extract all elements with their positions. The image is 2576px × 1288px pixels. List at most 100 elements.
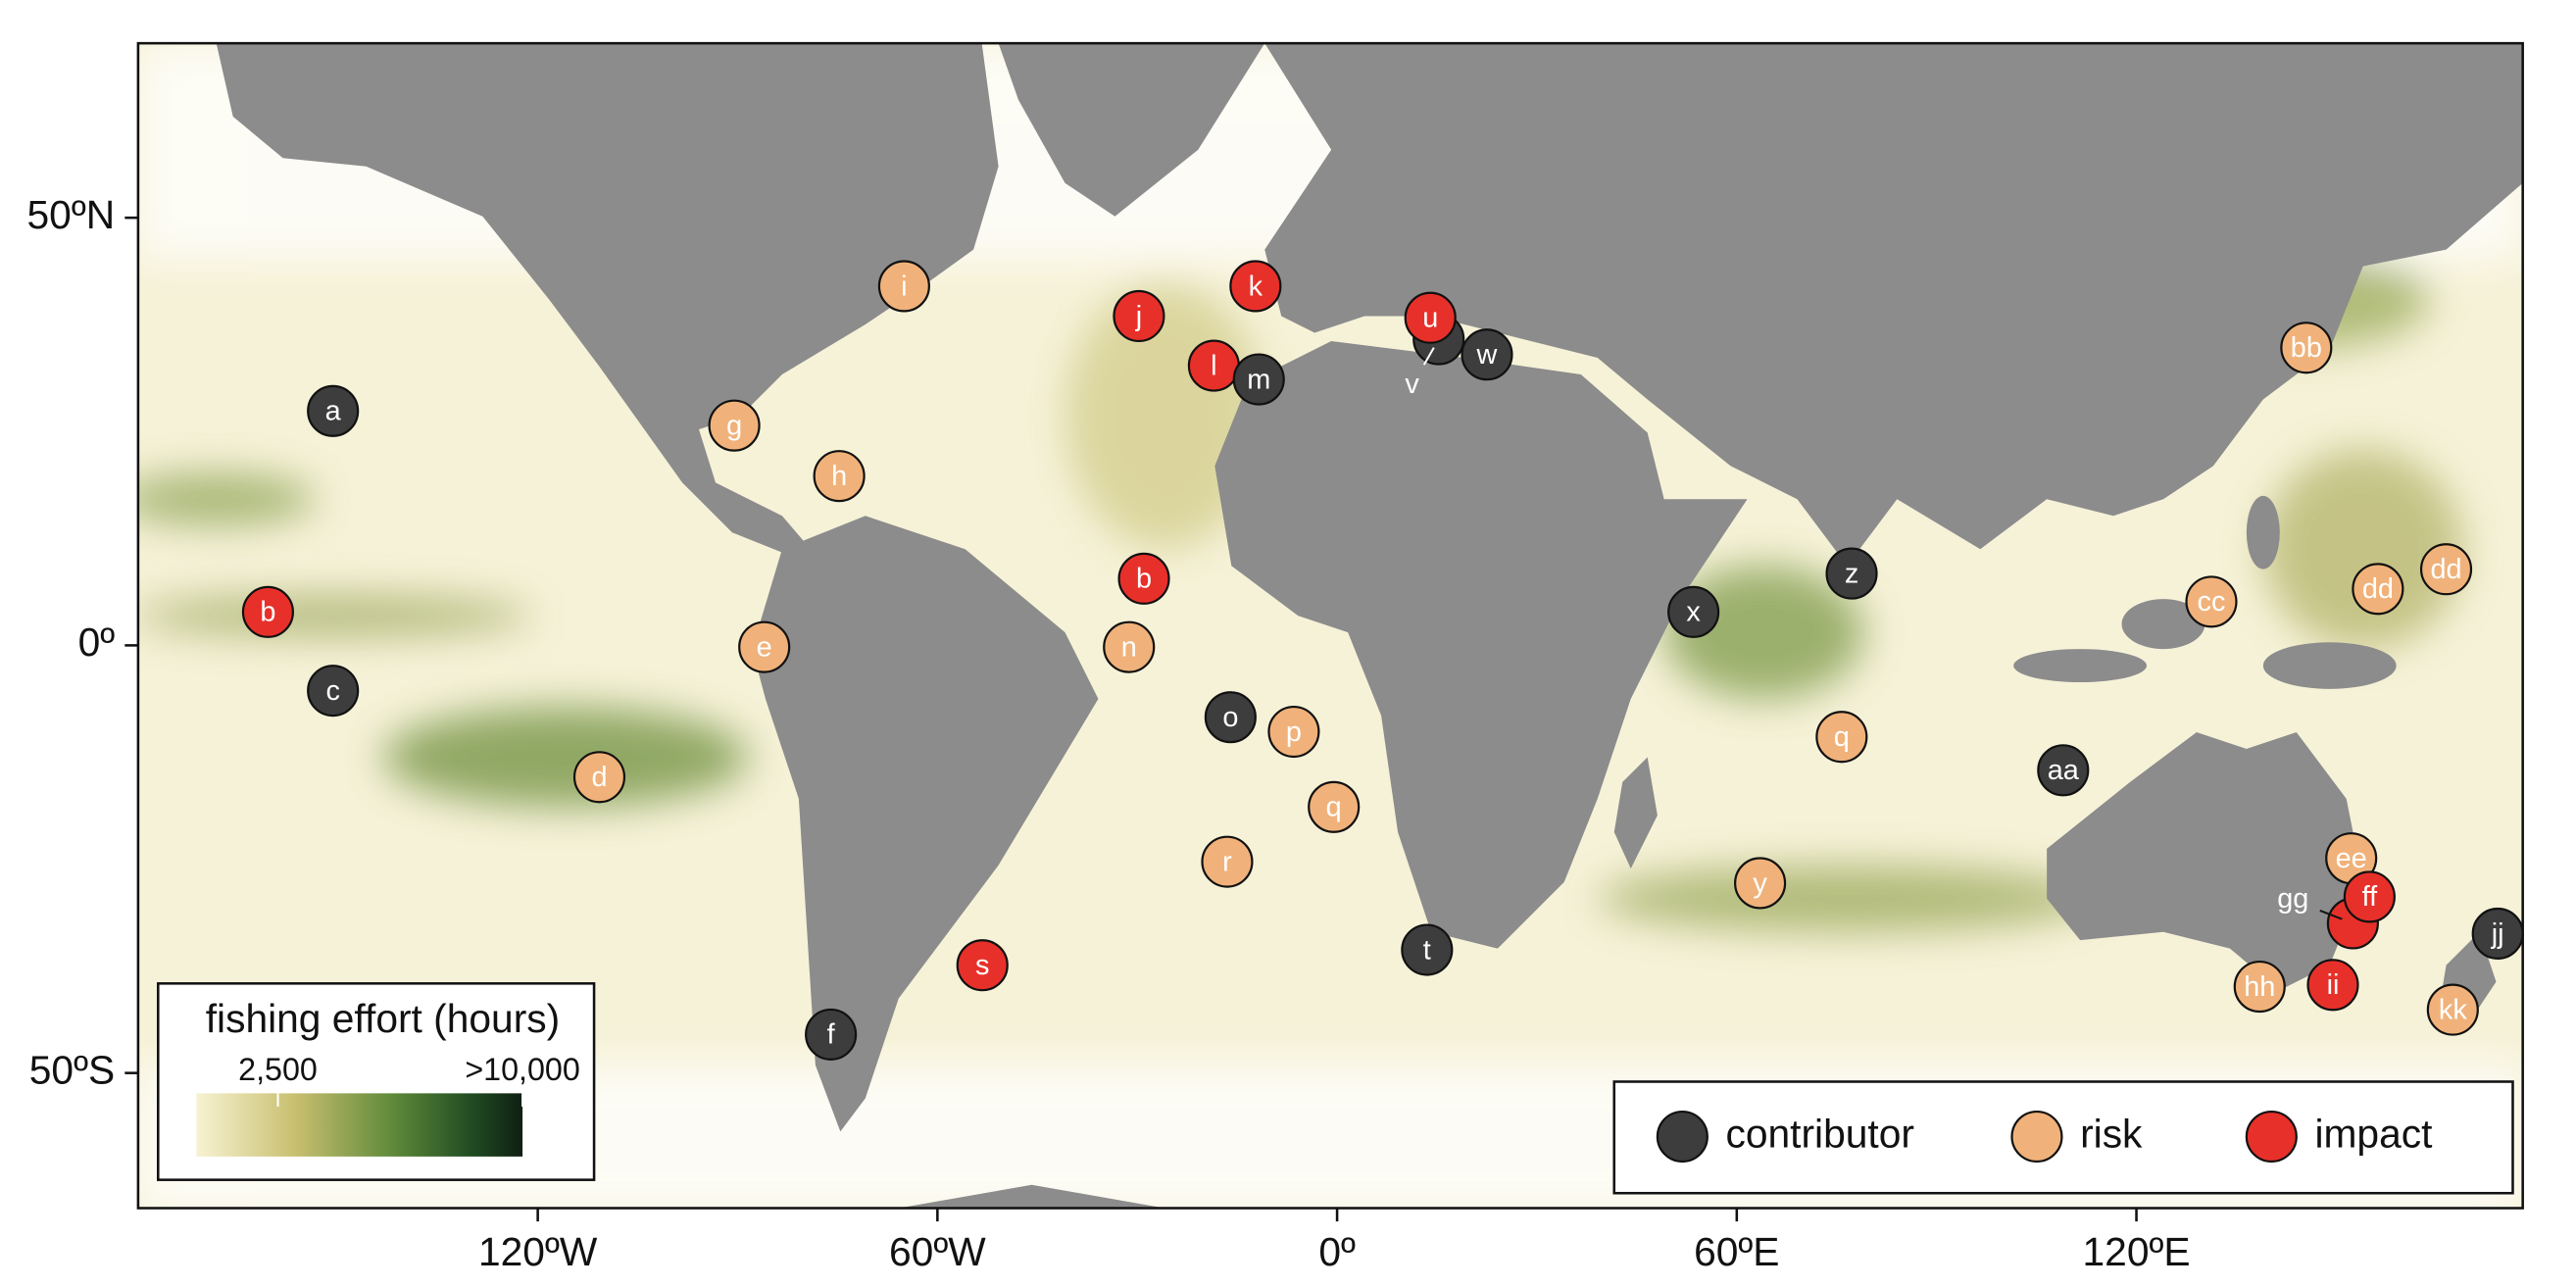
legend-label: contributor: [1725, 1111, 1913, 1156]
axes: 120ºW 60ºW 0º 60ºE 120ºE 50ºN 0º 50ºS: [27, 192, 2191, 1274]
marker: [2343, 870, 2396, 923]
marker-label: gg: [2277, 883, 2308, 915]
marker-label: t: [1423, 934, 1431, 966]
legend-entries: contributor risk impact: [1656, 1110, 2433, 1164]
marker: [1117, 552, 1170, 605]
marker: [1461, 328, 1513, 381]
marker: [813, 450, 866, 503]
marker-label: k: [1249, 271, 1263, 302]
marker-label: w: [1476, 339, 1498, 371]
marker-label: aa: [2048, 755, 2080, 786]
marker-label: f: [827, 1019, 836, 1051]
marker: [1267, 705, 1320, 759]
colorbar-legend: fishing effort (hours) 2,500 >10,000: [157, 982, 596, 1181]
marker-label: kk: [2439, 994, 2467, 1025]
colorbar: [196, 1093, 523, 1157]
land: [216, 43, 2523, 1209]
marker: [241, 585, 294, 638]
marker: [1232, 353, 1285, 406]
marker-label: b: [1136, 564, 1152, 595]
label-arrow: [1422, 347, 1435, 366]
marker: [2280, 322, 2333, 374]
marker-label: c: [325, 675, 339, 707]
y-tick-label: 50ºN: [27, 192, 116, 237]
marker-label: ii: [2327, 969, 2340, 1001]
marker: [307, 384, 360, 437]
marker: [1308, 780, 1361, 833]
marker: [1815, 711, 1868, 764]
markers: a b c d e f g h i j k l m b n o p q r s t v u w x y z q aa bb cc dd dd ee…: [241, 260, 2524, 1061]
colorbar-title: fishing effort (hours): [206, 996, 561, 1041]
marker: [1103, 620, 1156, 673]
marker: [708, 399, 761, 452]
marker-label: z: [1845, 558, 1858, 589]
marker: [307, 665, 360, 718]
marker: [2037, 744, 2090, 797]
marker-label: dd: [2430, 554, 2461, 585]
legend-label: risk: [2080, 1111, 2143, 1156]
marker-label: u: [1422, 303, 1438, 334]
marker: [1113, 289, 1165, 343]
y-tick-label: 0º: [78, 619, 116, 665]
marker-label: d: [591, 762, 607, 793]
marker: [2185, 575, 2238, 628]
marker: [1667, 585, 1720, 638]
marker-label: ee: [2336, 843, 2367, 874]
colorbar-ticks: 2,500 >10,000: [238, 1052, 580, 1107]
marker-label: y: [1753, 867, 1767, 899]
marker-label: v: [1405, 369, 1419, 400]
legend-label: impact: [2314, 1111, 2433, 1156]
marker-label: m: [1247, 364, 1270, 395]
marker-label: q: [1326, 792, 1342, 823]
marker-label: b: [260, 597, 275, 628]
marker: [572, 751, 626, 804]
legend-swatch: [2245, 1110, 2298, 1164]
marker-label: i: [901, 271, 907, 302]
legend-swatch: [1656, 1110, 1709, 1164]
x-tick-label: 60ºE: [1694, 1229, 1779, 1274]
marker: [2471, 907, 2524, 961]
x-tick-label: 0º: [1318, 1229, 1356, 1274]
legend-box: [1612, 1080, 2514, 1195]
marker-label: jj: [2491, 918, 2504, 950]
marker: [805, 1008, 858, 1061]
marker: [1825, 547, 1878, 600]
marker: [877, 260, 930, 313]
marker-label: o: [1222, 702, 1238, 733]
marker: [1229, 260, 1282, 313]
marker-label: cc: [2198, 586, 2226, 618]
marker-label: r: [1222, 846, 1232, 877]
marker: [956, 939, 1009, 992]
marker-label: h: [831, 461, 847, 492]
legend-swatch: [2010, 1110, 2063, 1164]
marker-label: ff: [2362, 881, 2378, 913]
y-tick-label: 50ºS: [29, 1047, 115, 1092]
colorbar-tick-label: 2,500: [238, 1052, 318, 1087]
marker-label: a: [325, 396, 342, 427]
marker-label: x: [1686, 597, 1701, 628]
marker: [1404, 291, 1457, 344]
marker-label: s: [975, 950, 989, 981]
marker-label: q: [1834, 721, 1850, 753]
marker: [2306, 959, 2359, 1012]
category-legend: contributor risk impact: [1612, 1080, 2514, 1195]
x-tick-label: 120ºW: [478, 1229, 598, 1274]
marker-label: g: [726, 410, 742, 441]
label-arrow: [2319, 909, 2343, 920]
marker: [738, 620, 791, 673]
marker: [1204, 691, 1257, 744]
marker-label: j: [1135, 301, 1142, 332]
marker: [1201, 835, 1254, 888]
marker-label: e: [757, 631, 772, 663]
marker-label: p: [1286, 717, 1302, 748]
colorbar-tick-label: >10,000: [465, 1052, 579, 1087]
marker: [2352, 563, 2404, 616]
marker-label: n: [1121, 631, 1137, 663]
marker-label: bb: [2291, 332, 2322, 364]
plot-frame: [136, 41, 2524, 1210]
marker-label: dd: [2362, 573, 2394, 605]
x-tick-label: 60ºW: [889, 1229, 986, 1274]
marker-label: hh: [2244, 971, 2275, 1003]
